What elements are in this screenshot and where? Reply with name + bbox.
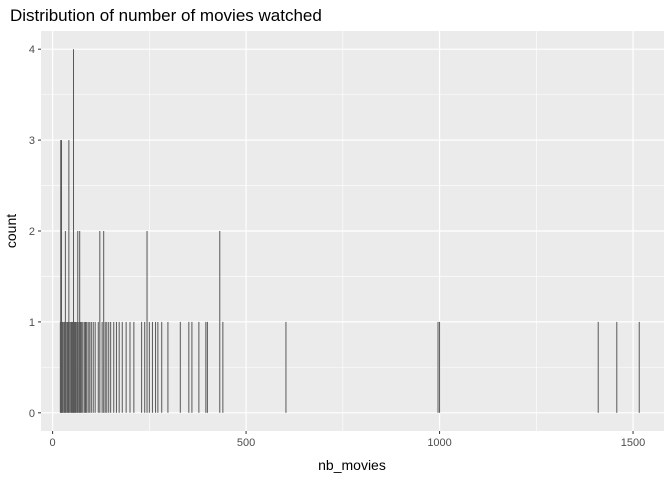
histogram-bar [125, 321, 127, 413]
histogram-bar [129, 321, 131, 413]
histogram-bar [71, 321, 73, 413]
histogram-bar [74, 321, 76, 413]
histogram-bar [597, 321, 599, 413]
histogram-bar [106, 321, 108, 413]
y-tick-label: 3 [29, 135, 35, 147]
histogram-bar [206, 321, 208, 413]
histogram-bar [113, 321, 115, 413]
histogram-bar [94, 321, 96, 413]
histogram-bar [75, 321, 77, 413]
histogram-bar [285, 321, 287, 413]
histogram-bar [439, 321, 441, 413]
histogram-bar [146, 231, 148, 413]
histogram-bar [70, 321, 72, 413]
x-axis-title: nb_movies [318, 457, 386, 473]
histogram-bar [198, 321, 200, 413]
x-tick-label: 1500 [621, 437, 645, 449]
histogram-bar [104, 321, 106, 413]
histogram-bar [61, 321, 63, 413]
histogram-bar [64, 231, 66, 413]
histogram-bar [99, 231, 101, 413]
histogram-bar [108, 321, 110, 413]
histogram-bar [141, 321, 143, 413]
histogram-bar [85, 321, 86, 413]
histogram-bar [191, 321, 193, 413]
histogram-bar [78, 321, 80, 413]
histogram-bars [59, 49, 640, 413]
histogram-bar [68, 140, 70, 413]
histogram-bar [69, 321, 71, 413]
histogram-bar [63, 321, 65, 413]
histogram-bar [60, 140, 62, 413]
histogram-bar [79, 231, 81, 413]
y-tick-label: 1 [29, 317, 35, 329]
histogram-bar [90, 321, 92, 413]
histogram-bar [66, 321, 68, 413]
histogram-bar [205, 321, 207, 413]
histogram-bar [133, 321, 135, 413]
y-tick-label: 2 [29, 226, 35, 238]
histogram-bar [73, 49, 75, 413]
histogram-bar [222, 321, 224, 413]
histogram-bar [86, 321, 88, 413]
histogram-bar [179, 321, 181, 413]
histogram-bar [89, 321, 91, 413]
y-axis-title: count [3, 214, 19, 248]
x-tick-label: 500 [237, 437, 255, 449]
histogram-bar [97, 321, 99, 413]
histogram-bar [157, 321, 159, 413]
histogram-bar [92, 321, 94, 413]
histogram-bar [73, 321, 75, 413]
histogram-bar [67, 321, 69, 413]
histogram-bar [638, 321, 640, 413]
histogram-bar [65, 321, 67, 413]
histogram-bar [76, 321, 78, 413]
histogram-bar [616, 321, 618, 413]
histogram-bar [87, 321, 89, 413]
x-tick-label: 1000 [427, 437, 451, 449]
histogram-bar [110, 321, 112, 413]
histogram-bar [167, 321, 169, 413]
x-tick-label: 0 [50, 437, 56, 449]
histogram-bar [103, 231, 105, 413]
histogram-bar [148, 321, 150, 413]
histogram-bar [188, 321, 190, 413]
chart-title: Distribution of number of movies watched [10, 6, 322, 25]
y-tick-label: 0 [29, 408, 35, 420]
histogram-bar [121, 321, 123, 413]
y-tick-label: 4 [29, 44, 35, 56]
histogram-bar [437, 321, 439, 413]
histogram-bar [77, 231, 79, 413]
histogram-bar [151, 321, 153, 413]
histogram-bar [219, 231, 221, 413]
histogram-bar [72, 321, 74, 413]
histogram-bar [61, 140, 63, 413]
histogram-bar [64, 321, 66, 413]
histogram-bar [144, 321, 146, 413]
histogram-bar [155, 321, 157, 413]
histogram-bar [79, 321, 81, 413]
histogram-bar [118, 321, 120, 413]
histogram-bar [83, 321, 85, 413]
axis-ticks: 0 500 1000 1500 0 1 2 3 4 [29, 44, 645, 449]
histogram-bar [101, 321, 103, 413]
histogram-bar [62, 321, 64, 413]
grid-lines [41, 31, 664, 431]
histogram-bar [115, 321, 117, 413]
histogram-bar [161, 321, 163, 413]
histogram-bar [82, 321, 84, 413]
histogram-bar [81, 321, 83, 413]
